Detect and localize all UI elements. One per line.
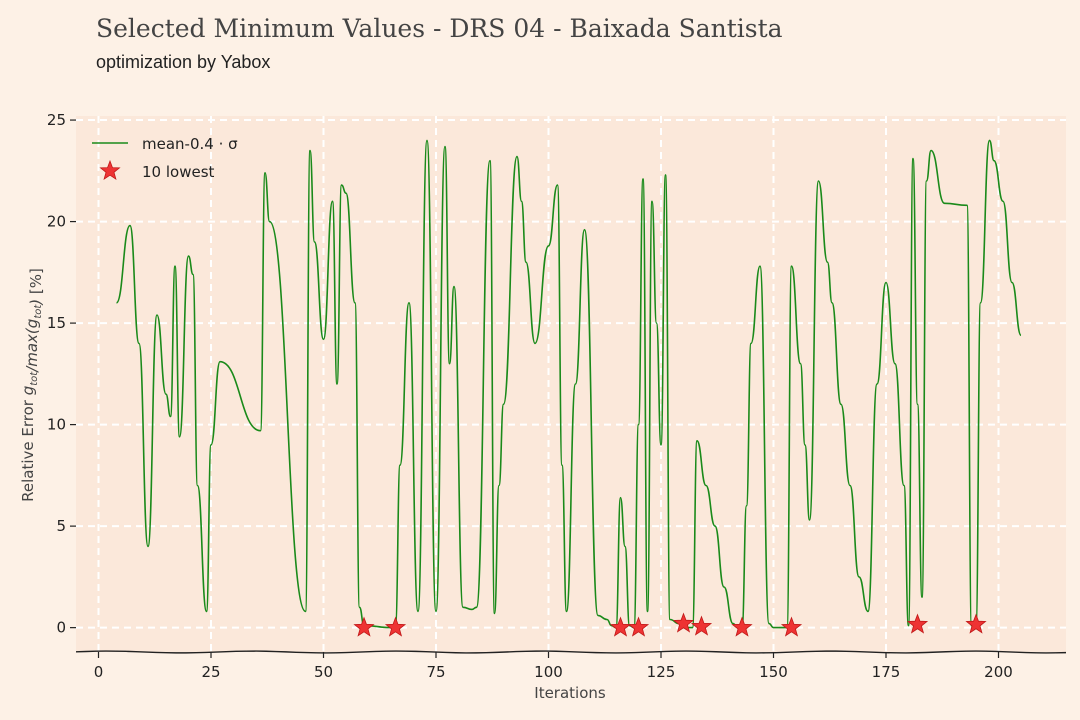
legend-star-swatch (99, 159, 121, 181)
x-axis-label: Iterations (534, 684, 606, 702)
lowest-star-marker (672, 612, 695, 633)
legend-label-mean: mean-0.4 · σ (142, 135, 238, 153)
lowest-markers (353, 612, 987, 637)
x-tick-label: 0 (94, 663, 104, 681)
x-tick-label: 50 (314, 663, 333, 681)
series-line-mean (115, 139, 1022, 629)
y-tick-label: 15 (47, 314, 66, 332)
x-tick-label: 125 (647, 663, 676, 681)
lowest-star-marker (690, 615, 713, 636)
lowest-star-marker (384, 616, 407, 637)
lowest-star-marker (731, 616, 753, 637)
chart-subtitle: optimization by Yabox (96, 52, 271, 72)
lowest-star-marker (906, 613, 929, 634)
legend: mean-0.4 · σ 10 lowest (92, 135, 238, 181)
grid (76, 116, 1066, 652)
y-tick-label: 0 (56, 619, 66, 637)
y-tick-label: 5 (56, 517, 66, 535)
legend-label-lowest: 10 lowest (142, 163, 215, 181)
lowest-star-marker (627, 616, 650, 637)
x-tick-label: 200 (984, 663, 1013, 681)
x-tick-label: 100 (534, 663, 563, 681)
y-tick-label: 10 (47, 416, 66, 434)
y-tick-label: 20 (47, 213, 66, 231)
x-tick-label: 25 (201, 663, 220, 681)
x-tick-label: 75 (426, 663, 445, 681)
x-tick-label: 150 (759, 663, 788, 681)
lowest-star-marker (609, 616, 632, 637)
plot-area (76, 116, 1066, 652)
y-axis-label: Relative Error gtot/max(gtot) [%] (19, 268, 45, 502)
y-tick-label: 25 (47, 111, 66, 129)
chart-title: Selected Minimum Values - DRS 04 - Baixa… (96, 14, 783, 43)
lowest-star-marker (353, 616, 375, 637)
lowest-star-marker (965, 613, 987, 634)
lowest-star-marker (780, 616, 803, 637)
x-tick-label: 175 (872, 663, 901, 681)
x-axis-line (75, 650, 1067, 654)
axes: 0 25 50 75 100 125 150 175 200 0 5 10 15 20 25 (47, 111, 1067, 681)
series-lines (115, 139, 1022, 629)
